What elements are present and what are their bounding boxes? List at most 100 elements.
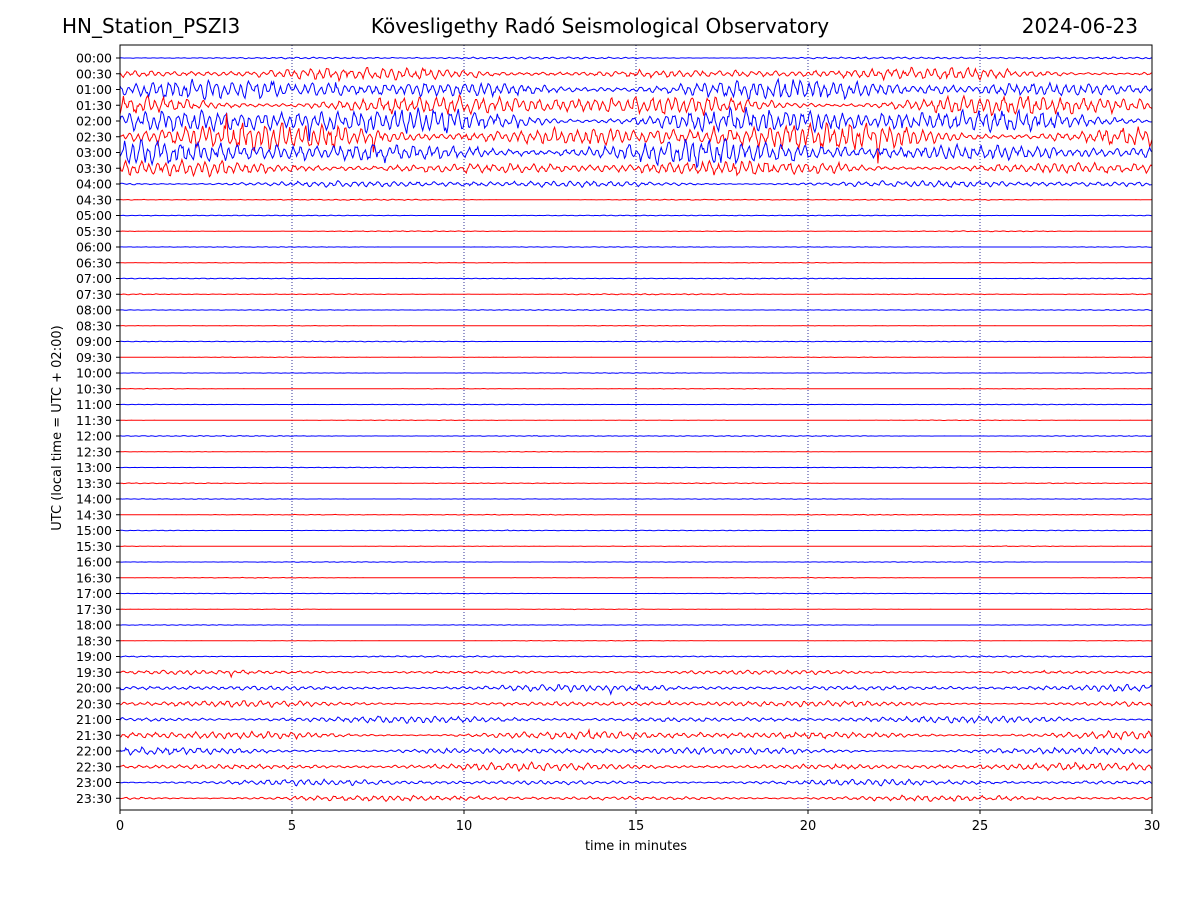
- ytick-label: 01:30: [76, 98, 112, 113]
- seismic-traces: [119, 56, 1153, 803]
- trace-row: [119, 498, 1152, 500]
- ytick-label: 00:00: [76, 51, 112, 66]
- ytick-label: 19:00: [76, 649, 112, 664]
- ytick-label: 13:00: [76, 460, 112, 475]
- ytick-label: 15:00: [76, 523, 112, 538]
- vertical-gridlines: [291, 45, 981, 810]
- ytick-label: 10:30: [76, 381, 112, 396]
- ytick-label: 07:00: [76, 271, 112, 286]
- x-axis-label: time in minutes: [585, 839, 687, 854]
- ytick-label: 05:30: [76, 224, 112, 239]
- trace-row: [119, 179, 1152, 189]
- trace-row: [119, 340, 1153, 343]
- trace-row: [119, 794, 1153, 803]
- ytick-label: 09:30: [76, 350, 112, 365]
- trace-row: [119, 466, 1153, 469]
- ytick-label: 19:30: [76, 665, 112, 680]
- y-axis-label: UTC (local time = UTC + 02:00): [50, 325, 65, 530]
- trace-row: [119, 450, 1153, 453]
- trace-row: [119, 77, 1153, 101]
- trace-row: [120, 356, 1152, 359]
- observatory-title: Kövesligethy Radó Seismological Observat…: [370, 14, 830, 38]
- ytick-label: 08:00: [76, 303, 112, 318]
- trace-row: [120, 592, 1152, 595]
- x-axis-ticks: 0 5 10 15 20 25 30: [116, 810, 1160, 834]
- trace-row: [119, 699, 1153, 708]
- trace-row: [119, 624, 1153, 626]
- xtick-label: 0: [116, 819, 124, 834]
- trace-row: [119, 434, 1153, 437]
- ytick-label: 22:00: [76, 744, 112, 759]
- ytick-label: 09:00: [76, 334, 112, 349]
- trace-row: [120, 403, 1152, 406]
- xtick-label: 10: [456, 819, 473, 834]
- trace-row: [120, 576, 1152, 579]
- ytick-label: 18:00: [76, 618, 112, 633]
- ytick-label: 12:00: [76, 429, 112, 444]
- ytick-label: 00:30: [76, 66, 112, 81]
- xtick-label: 20: [800, 819, 817, 834]
- ytick-label: 17:00: [76, 586, 112, 601]
- trace-row: [119, 639, 1152, 642]
- trace-row: [119, 246, 1153, 248]
- ytick-label: 14:30: [76, 507, 112, 522]
- ytick-label: 15:30: [76, 539, 112, 554]
- trace-row: [119, 728, 1153, 741]
- ytick-label: 04:00: [76, 177, 112, 192]
- trace-row: [119, 746, 1153, 756]
- ytick-label: 13:30: [76, 476, 112, 491]
- ytick-label: 21:00: [76, 712, 112, 727]
- ytick-label: 18:30: [76, 633, 112, 648]
- trace-row: [119, 137, 1153, 169]
- ytick-label: 17:30: [76, 602, 112, 617]
- ytick-label: 14:00: [76, 492, 112, 507]
- trace-row: [119, 261, 1152, 264]
- ytick-label: 11:00: [76, 397, 112, 412]
- ytick-label: 08:30: [76, 318, 112, 333]
- ytick-label: 06:30: [76, 255, 112, 270]
- ytick-label: 20:00: [76, 681, 112, 696]
- row-time-labels: 00:0000:3001:0001:3002:0002:3003:0003:30…: [76, 51, 120, 806]
- ytick-label: 04:30: [76, 192, 112, 207]
- trace-row: [119, 105, 1153, 142]
- ytick-label: 06:00: [76, 240, 112, 255]
- trace-row: [119, 56, 1153, 60]
- trace-row: [120, 372, 1153, 374]
- ytick-label: 20:30: [76, 696, 112, 711]
- ytick-label: 05:00: [76, 208, 112, 223]
- ytick-label: 23:00: [76, 775, 112, 790]
- station-name: HN_Station_PSZI3: [62, 14, 241, 38]
- trace-row: [119, 214, 1153, 217]
- ytick-label: 01:00: [76, 82, 112, 97]
- ytick-label: 10:00: [76, 366, 112, 381]
- ytick-label: 03:00: [76, 145, 112, 160]
- ytick-label: 02:00: [76, 114, 112, 129]
- ytick-label: 21:30: [76, 728, 112, 743]
- ytick-label: 11:30: [76, 413, 112, 428]
- trace-row: [119, 669, 1153, 679]
- trace-row: [119, 66, 1153, 83]
- xtick-label: 25: [972, 819, 989, 834]
- trace-row: [120, 230, 1152, 233]
- trace-row: [119, 482, 1153, 485]
- trace-row: [119, 513, 1153, 516]
- trace-row: [119, 324, 1152, 327]
- trace-row: [120, 545, 1152, 548]
- trace-row: [119, 93, 1153, 117]
- trace-row: [119, 761, 1153, 773]
- ytick-label: 16:30: [76, 570, 112, 585]
- ytick-label: 02:30: [76, 129, 112, 144]
- trace-row: [120, 608, 1153, 611]
- trace-row: [120, 778, 1153, 787]
- trace-row: [119, 655, 1153, 658]
- ytick-label: 03:30: [76, 161, 112, 176]
- trace-row: [119, 387, 1153, 390]
- ytick-label: 23:30: [76, 791, 112, 806]
- chart-date: 2024-06-23: [1021, 14, 1138, 38]
- xtick-label: 5: [288, 819, 296, 834]
- xtick-label: 30: [1144, 819, 1161, 834]
- trace-row: [119, 529, 1153, 532]
- trace-row: [119, 157, 1153, 178]
- trace-row: [119, 198, 1153, 201]
